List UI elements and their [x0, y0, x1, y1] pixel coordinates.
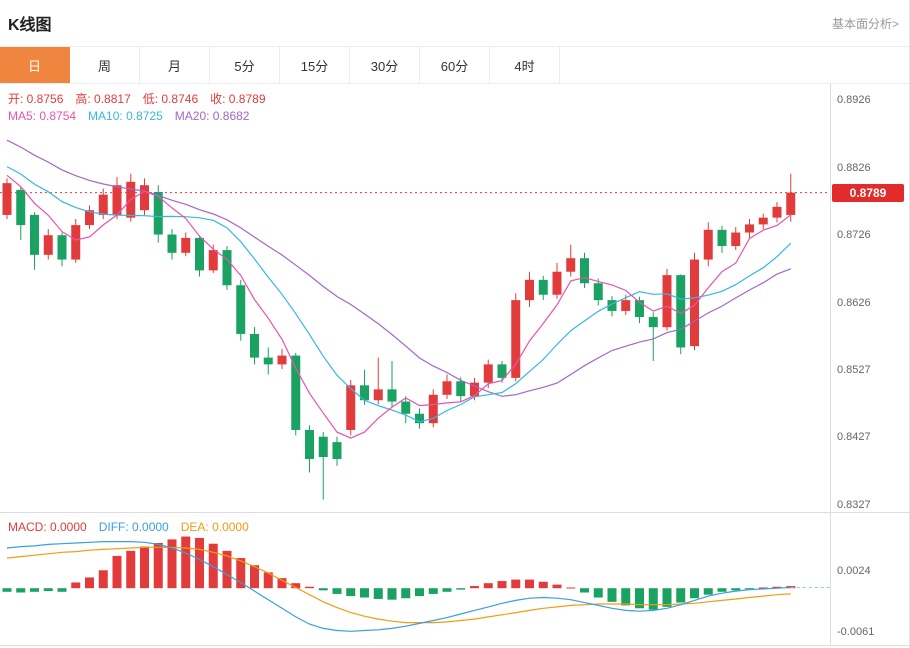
- legend-item: 高: 0.8817: [75, 92, 131, 106]
- candlestick-chart[interactable]: [0, 84, 830, 512]
- tab-15min[interactable]: 15分: [280, 47, 350, 83]
- current-price-tag: 0.8789: [832, 183, 904, 202]
- fundamental-analysis-link[interactable]: 基本面分析>: [831, 16, 899, 31]
- page-title: K线图: [8, 17, 52, 34]
- price-axis-label: 0.8327: [837, 499, 871, 511]
- tab-5min[interactable]: 5分: [210, 47, 280, 83]
- chart-area: 开: 0.8756 高: 0.8817 低: 0.8746 收: 0.8789 MA5:…: [0, 84, 910, 646]
- tab-4hour[interactable]: 4时: [490, 47, 560, 83]
- price-axis-label: 0.8826: [837, 161, 871, 174]
- legend-item: MACD: 0.0000: [8, 520, 87, 534]
- candlestick-panel: 开: 0.8756 高: 0.8817 低: 0.8746 收: 0.8789 MA5:…: [0, 84, 910, 512]
- legend-item: 低: 0.8746: [142, 92, 199, 106]
- legend-item: 开: 0.8756: [8, 92, 64, 106]
- price-axis-label: 0.8726: [837, 229, 871, 242]
- tab-60min[interactable]: 60分: [420, 47, 490, 83]
- macd-legend: MACD: 0.0000 DIFF: 0.0000 DEA: 0.0000: [8, 519, 261, 536]
- timeframe-tab-bar: 日周月 5分 15分 30分 60分 4时: [0, 46, 909, 84]
- price-axis-label: 0.8926: [837, 94, 871, 106]
- tab-week[interactable]: 周: [70, 47, 140, 83]
- macd-chart[interactable]: [0, 513, 830, 645]
- tab-30min[interactable]: 30分: [350, 47, 420, 83]
- legend-item: DIFF: 0.0000: [98, 520, 169, 534]
- price-axis-label: 0.8626: [837, 296, 871, 309]
- legend-item: 收: 0.8789: [210, 92, 266, 106]
- ohlc-ma-legend: 开: 0.8756 高: 0.8817 低: 0.8746 收: 0.8789 MA5:…: [8, 91, 278, 125]
- macd-axis: 0.0024 -0.0061: [830, 513, 910, 645]
- macd-axis-label: -0.0061: [837, 625, 875, 638]
- price-axis-label: 0.8527: [837, 363, 871, 376]
- macd-panel: MACD: 0.0000 DIFF: 0.0000 DEA: 0.0000 0.00…: [0, 512, 910, 646]
- price-axis: 0.8789 0.8926 0.8826 0.8726 0.8626 0.8527 0.8…: [830, 84, 910, 512]
- legend-item: MA5: 0.8754: [8, 109, 77, 123]
- legend-item: MA10: 0.8725: [88, 109, 163, 123]
- tab-month[interactable]: 月: [140, 47, 210, 83]
- tab-day[interactable]: 日: [0, 47, 70, 83]
- price-axis-label: 0.8427: [837, 431, 871, 444]
- legend-item: MA20: 0.8682: [174, 109, 250, 123]
- legend-item: DEA: 0.0000: [180, 520, 249, 534]
- page-header: K线图 基本面分析>: [0, 0, 909, 46]
- macd-axis-label: 0.0024: [837, 564, 871, 577]
